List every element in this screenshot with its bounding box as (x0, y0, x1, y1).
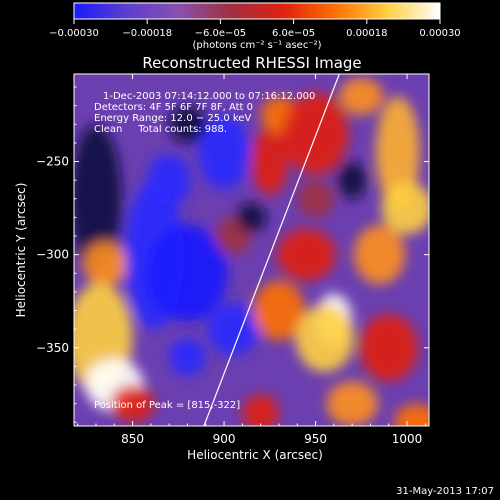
intensity-blob (253, 280, 305, 341)
annotation-detectors: Detectors: 4F 5F 6F 7F 8F, Att 0 (94, 102, 253, 113)
colorbar: −0.00030 −0.00018 −6.0e−05 6.0e−05 0.00018 0.… (49, 2, 461, 51)
intensity-map (74, 77, 429, 426)
intensity-blob (242, 394, 279, 426)
intensity-blob (236, 202, 267, 233)
annotation-time: 1-Dec-2003 07:14:12.000 to 07:16:12.000 (103, 91, 315, 102)
colorbar-tick-label: 0.00018 (346, 28, 387, 39)
colorbar-gradient (73, 2, 441, 20)
y-tick-label: −300 (36, 248, 69, 262)
intensity-blob (375, 96, 420, 209)
intensity-blob (207, 303, 259, 356)
x-axis: 850 900 950 1000 (77, 74, 426, 446)
intensity-blob (295, 304, 354, 372)
intensity-blob (282, 92, 349, 175)
intensity-blob (147, 224, 228, 322)
annotation-energy: Energy Range: 12.0 − 25.0 keV (94, 113, 251, 124)
intensity-blob (297, 180, 334, 218)
colorbar-tick-label: −6.0e−05 (195, 28, 247, 39)
plot-frame (73, 73, 430, 427)
x-tick-label: 1000 (392, 432, 423, 446)
y-axis: −250 −300 −350 (36, 86, 429, 423)
intensity-blob (394, 403, 429, 426)
colorbar-label: (photons cm⁻² s⁻¹ asec⁻²) (192, 40, 321, 51)
intensity-blob (251, 128, 289, 196)
intensity-blob (337, 161, 367, 199)
x-tick-label: 850 (121, 432, 144, 446)
intensity-blob (74, 124, 122, 274)
intensity-blob (110, 385, 155, 423)
intensity-blob (198, 114, 250, 190)
y-tick-label: −250 (36, 155, 69, 169)
annotation-block: 1-Dec-2003 07:14:12.000 to 07:16:12.000 … (94, 91, 315, 135)
colorbar-tick-label: −0.00030 (49, 28, 99, 39)
x-axis-label: Heliocentric X (arcsec) (187, 448, 323, 462)
intensity-blob (326, 381, 378, 426)
colorbar-ticks: −0.00030 −0.00018 −6.0e−05 6.0e−05 0.00018 0.… (49, 19, 461, 39)
x-tick-label: 950 (304, 432, 327, 446)
colorbar-tick-label: −0.00018 (122, 28, 172, 39)
plot-area (74, 74, 429, 426)
footer-date: 31-May-2013 17:07 (396, 486, 494, 497)
y-axis-label: Heliocentric Y (arcsec) (14, 183, 28, 318)
colorbar-tick-label: 6.0e−05 (272, 28, 315, 39)
chart-title: Reconstructed RHESSI Image (142, 54, 361, 72)
y-tick-label: −350 (36, 341, 69, 355)
intensity-blob (353, 224, 406, 285)
intensity-blob (169, 338, 206, 376)
x-tick-label: 900 (213, 432, 236, 446)
intensity-blob (147, 154, 192, 207)
intensity-blob (339, 77, 384, 115)
colorbar-tick-label: 0.00030 (419, 28, 460, 39)
intensity-blob (83, 241, 128, 287)
intensity-blob (359, 314, 419, 382)
intensity-blob (277, 228, 336, 281)
solar-limb-line (203, 74, 340, 426)
intensity-blob (169, 105, 206, 143)
intensity-blob (381, 182, 429, 235)
peak-position-label: Position of Peak = [815,-322] (94, 400, 240, 411)
annotation-counts: Clean Total counts: 988. (94, 124, 227, 135)
